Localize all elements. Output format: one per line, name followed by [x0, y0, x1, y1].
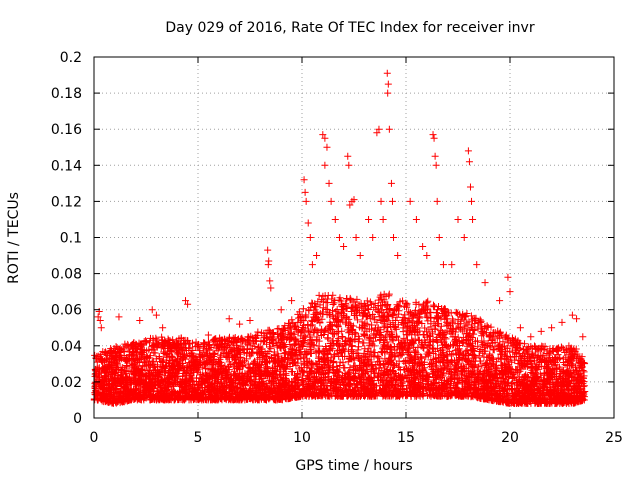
data-point [96, 382, 104, 390]
data-point [305, 327, 313, 335]
data-point [132, 348, 140, 356]
data-point [141, 357, 149, 365]
data-point [106, 396, 114, 404]
data-point [145, 339, 153, 347]
data-point [145, 361, 153, 369]
data-point [116, 354, 124, 362]
data-point [427, 313, 435, 321]
data-point [117, 389, 125, 397]
data-point [165, 360, 173, 368]
data-point [158, 387, 166, 395]
data-point [94, 396, 102, 404]
data-point [145, 369, 153, 377]
data-point [329, 300, 337, 308]
data-point [142, 337, 150, 345]
data-point [140, 359, 148, 367]
data-point [138, 376, 146, 384]
data-point [185, 340, 193, 348]
data-point [346, 364, 354, 372]
data-point [124, 354, 132, 362]
data-point [93, 358, 101, 366]
data-point [145, 378, 153, 386]
data-point [134, 366, 142, 374]
data-point [134, 378, 142, 386]
data-point [115, 355, 123, 363]
data-point [113, 397, 121, 405]
data-point [121, 340, 129, 348]
data-point [102, 368, 110, 376]
data-point [154, 391, 162, 399]
data-point [140, 389, 148, 397]
data-point [135, 339, 143, 347]
data-point [115, 346, 123, 354]
data-point [146, 334, 154, 342]
data-point [102, 372, 110, 380]
data-point [105, 358, 113, 366]
data-point [105, 387, 113, 395]
data-point [145, 384, 153, 392]
data-point [134, 372, 142, 380]
data-point [135, 392, 143, 400]
data-point [142, 393, 150, 401]
data-point [100, 393, 108, 401]
data-point [139, 362, 147, 370]
data-point [117, 366, 125, 374]
data-point [121, 379, 129, 387]
data-point [138, 350, 146, 358]
data-point [324, 299, 332, 307]
data-point [114, 361, 122, 369]
data-point [132, 387, 140, 395]
data-point [123, 393, 131, 401]
data-point [140, 381, 148, 389]
data-point [114, 397, 122, 405]
data-point [310, 328, 318, 336]
data-point [128, 352, 136, 360]
data-point [155, 354, 163, 362]
data-points [90, 69, 589, 408]
data-point [111, 365, 119, 373]
data-point [104, 363, 112, 371]
data-point [147, 391, 155, 399]
data-point [125, 375, 133, 383]
data-point [147, 374, 155, 382]
data-point [162, 369, 170, 377]
data-point [112, 352, 120, 360]
data-point [115, 379, 123, 387]
data-point [145, 354, 153, 362]
data-point [123, 357, 131, 365]
data-point [105, 380, 113, 388]
data-point [118, 396, 126, 404]
data-point [113, 360, 121, 368]
data-point [133, 357, 141, 365]
data-point [101, 357, 109, 365]
data-point [120, 347, 128, 355]
data-point [95, 364, 103, 372]
data-point [423, 299, 431, 307]
data-point [103, 351, 111, 359]
data-point [103, 392, 111, 400]
data-point [154, 340, 162, 348]
data-point [338, 327, 346, 335]
data-point [138, 393, 146, 401]
data-point [128, 341, 136, 349]
data-point [97, 355, 105, 363]
data-point [141, 387, 149, 395]
data-point [299, 305, 307, 313]
data-point [133, 349, 141, 357]
data-point [127, 388, 135, 396]
data-point [334, 341, 342, 349]
data-point [152, 340, 160, 348]
data-point [113, 384, 121, 392]
data-point [273, 325, 281, 333]
